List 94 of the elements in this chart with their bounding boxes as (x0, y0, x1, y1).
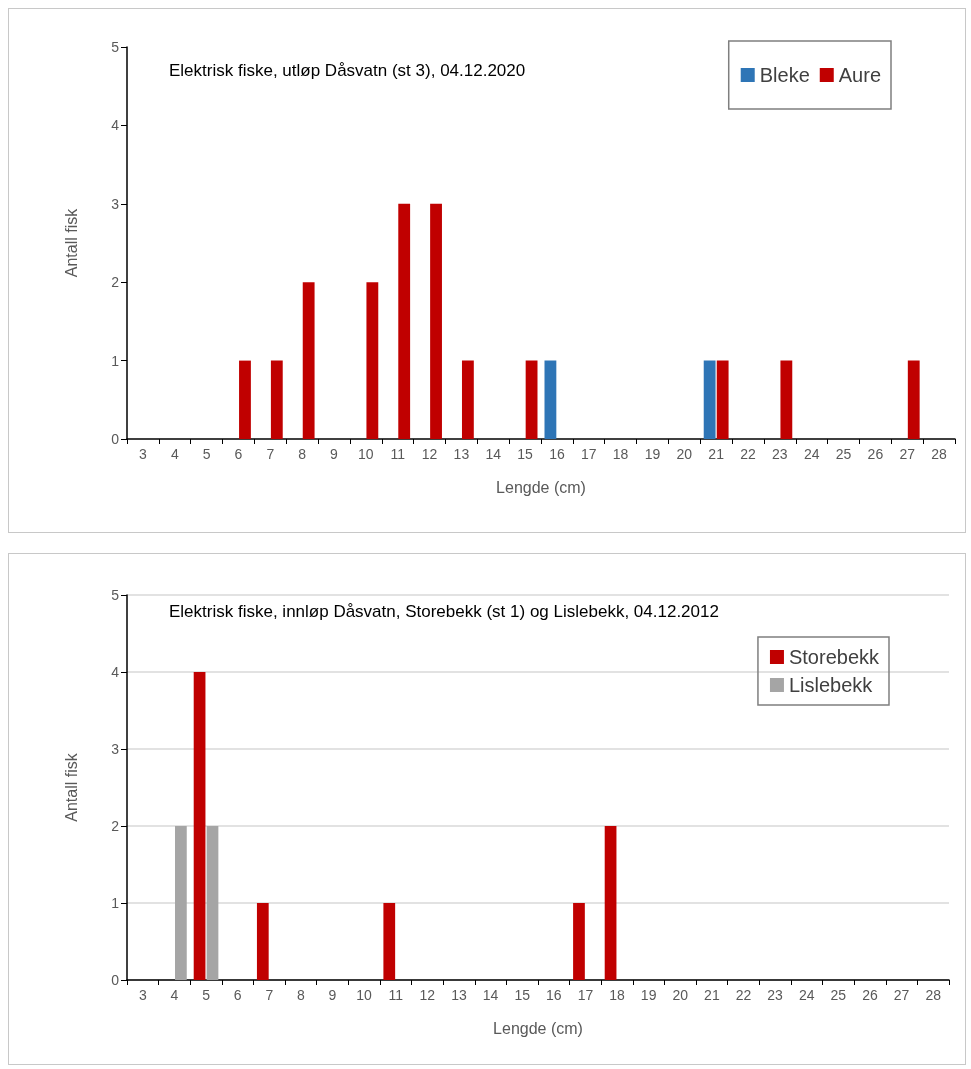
x-axis-title: Lengde (cm) (493, 1019, 583, 1037)
bar (780, 360, 793, 439)
x-tick-label: 26 (862, 987, 878, 1003)
x-tick-label: 7 (266, 446, 275, 462)
x-tick-label: 10 (358, 446, 374, 462)
text: Elektrisk fiske, utløp Dåsvatn (st 3), 04.12.2020 (169, 61, 526, 80)
y-tick-label: 5 (111, 587, 120, 603)
x-tick-label: 14 (485, 446, 502, 462)
bar (716, 360, 729, 439)
x-tick-label: 25 (835, 446, 852, 462)
x-tick-label: 11 (388, 987, 404, 1003)
bar (525, 360, 538, 439)
x-tick-label: 9 (330, 446, 339, 462)
x-tick-label: 22 (740, 446, 756, 462)
x-tick-label: 24 (803, 446, 820, 462)
x-axis-title: Lengde (cm) (496, 478, 586, 496)
x-tick-label: 17 (580, 446, 597, 462)
x-tick-label: 5 (202, 446, 211, 462)
x-tick-label: 16 (549, 446, 565, 462)
legend-label: Aure (838, 64, 881, 86)
x-tick-label: 8 (298, 446, 307, 462)
bar (270, 360, 283, 439)
x-tick-label: 16 (546, 987, 562, 1003)
x-tick-label: 24 (798, 987, 815, 1003)
x-tick-label: 10 (356, 987, 373, 1003)
legend-label: Lislebekk (788, 674, 874, 696)
x-tick-label: 25 (830, 987, 847, 1003)
x-tick-label: 19 (644, 446, 661, 462)
y-tick-label: 0 (111, 431, 120, 447)
y-tick-label: 5 (111, 39, 120, 55)
legend-label: Storebekk (788, 646, 880, 668)
x-tick-label: 23 (767, 987, 784, 1003)
y-tick-label: 2 (111, 818, 120, 834)
bar (398, 203, 411, 439)
bar (302, 282, 315, 439)
x-tick-label: 20 (672, 987, 689, 1003)
x-tick-label: 6 (233, 987, 242, 1003)
bar (239, 360, 251, 439)
bar (366, 282, 379, 439)
y-tick-label: 3 (111, 195, 120, 212)
y-tick-label: 2 (111, 274, 120, 291)
bar (256, 903, 269, 980)
bar (383, 903, 396, 980)
x-tick-label: 20 (676, 446, 693, 462)
x-tick-label: 3 (139, 446, 148, 462)
x-tick-label: 3 (138, 987, 147, 1003)
chart-title: Elektrisk fiske, innløp Dåsvatn, Storebekk (st 1) og Lislebekk, 04.12.2012 (169, 602, 719, 621)
x-tick-label: 18 (609, 987, 626, 1003)
bar (430, 203, 442, 439)
x-tick-label: 27 (893, 987, 910, 1003)
y-tick-label: 1 (111, 352, 120, 369)
x-tick-label: 4 (170, 987, 179, 1003)
x-tick-label: 27 (899, 446, 916, 462)
x-tick-label: 8 (296, 987, 305, 1003)
bar (573, 903, 585, 980)
bar (604, 826, 617, 980)
bar (703, 360, 716, 439)
bar (193, 672, 206, 980)
x-tick-label: 18 (612, 446, 629, 462)
x-tick-label: 19 (640, 987, 657, 1003)
y-tick-label: 0 (111, 972, 120, 988)
x-tick-label: 12 (421, 446, 438, 462)
legend-label: Bleke (759, 64, 810, 86)
x-tick-label: 26 (867, 446, 884, 462)
x-tick-label: 4 (170, 446, 179, 462)
x-tick-label: 12 (419, 987, 436, 1003)
x-tick-label: 5 (202, 987, 211, 1003)
bar (907, 360, 920, 439)
x-tick-label: 11 (390, 446, 406, 462)
y-tick-label: 4 (111, 117, 120, 134)
y-tick-label: 1 (111, 895, 120, 911)
x-tick-label: 14 (482, 987, 499, 1003)
bar (175, 826, 187, 980)
y-tick-label: 3 (111, 741, 120, 757)
bar (461, 360, 474, 439)
x-tick-label: 28 (925, 987, 942, 1003)
x-tick-label: 13 (451, 987, 467, 1003)
x-tick-label: 6 (234, 446, 243, 462)
y-axis-title: Antall fisk (62, 207, 80, 278)
y-tick-label: 4 (111, 664, 120, 680)
x-tick-label: 15 (517, 446, 534, 462)
x-tick-label: 9 (328, 987, 337, 1003)
x-tick-label: 13 (453, 446, 470, 462)
x-tick-label: 7 (265, 987, 274, 1003)
x-tick-label: 17 (577, 987, 594, 1003)
bar (206, 826, 219, 980)
x-tick-label: 21 (704, 987, 720, 1003)
y-axis-title: Antall fisk (62, 752, 80, 822)
x-tick-label: 28 (931, 446, 948, 462)
x-tick-label: 15 (514, 987, 531, 1003)
x-tick-label: 23 (772, 446, 788, 462)
x-tick-label: 21 (708, 446, 725, 462)
bar (544, 360, 557, 439)
x-tick-label: 22 (735, 987, 752, 1003)
